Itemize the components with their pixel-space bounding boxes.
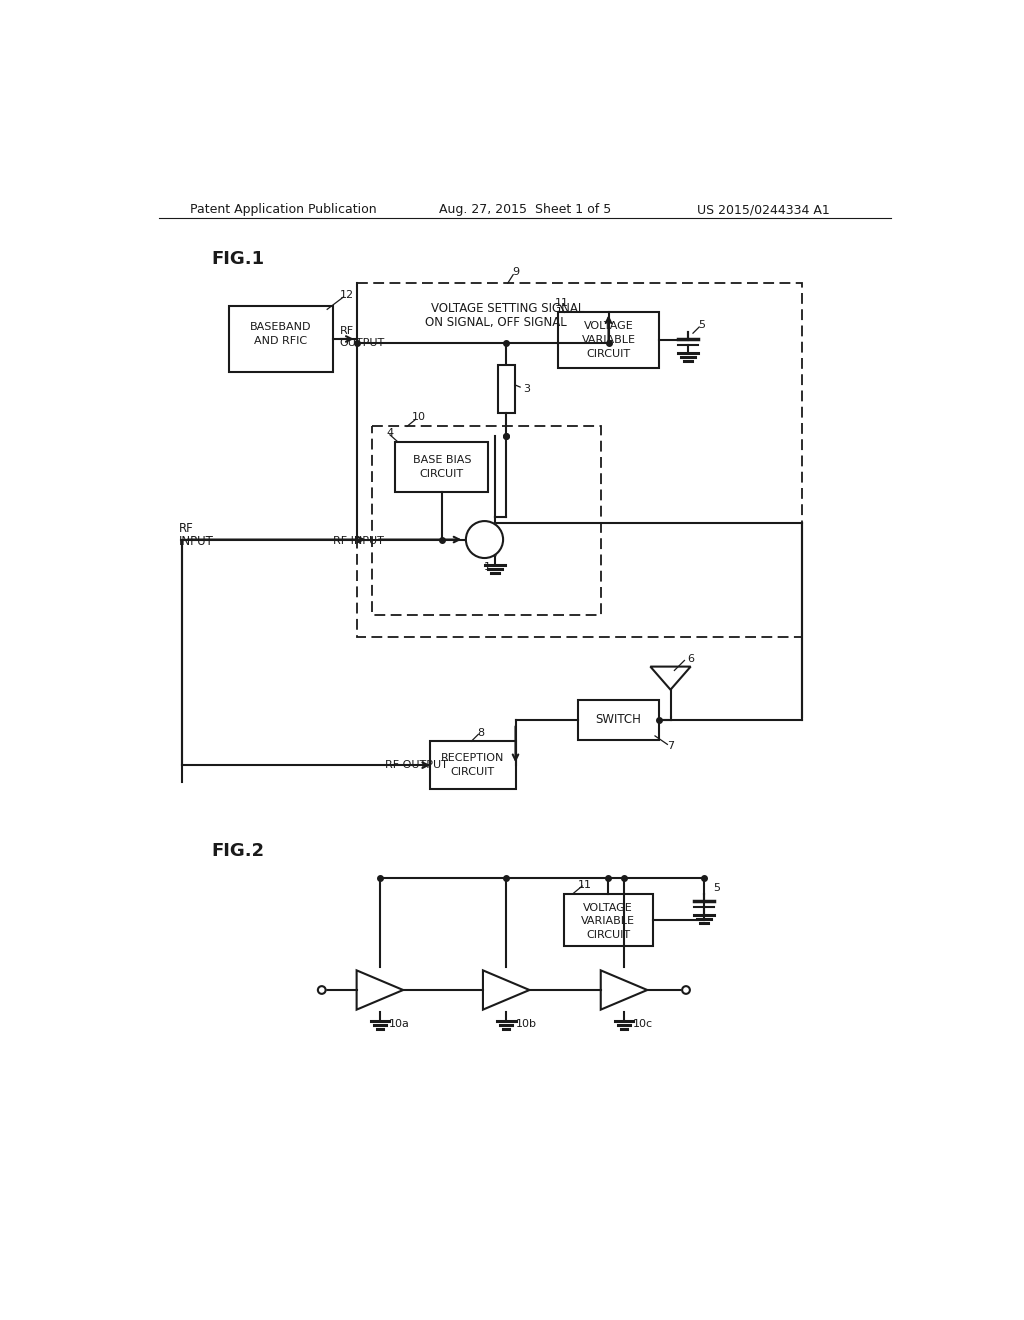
Text: 10a: 10a	[389, 1019, 410, 1028]
Circle shape	[466, 521, 503, 558]
Text: RF: RF	[178, 523, 194, 536]
Text: OUTPUT: OUTPUT	[340, 338, 385, 347]
Text: 10: 10	[412, 412, 426, 422]
Text: RECEPTION: RECEPTION	[441, 754, 505, 763]
Text: INPUT: INPUT	[178, 536, 213, 548]
Text: BASE BIAS: BASE BIAS	[413, 455, 471, 465]
Bar	[498, 364, 515, 413]
Text: VOLTAGE SETTING SIGNAL: VOLTAGE SETTING SIGNAL	[431, 302, 585, 315]
Bar	[578, 700, 658, 739]
Text: 10c: 10c	[633, 1019, 653, 1028]
Text: 4: 4	[386, 428, 393, 437]
Text: 8: 8	[477, 727, 484, 738]
Text: BASEBAND: BASEBAND	[250, 322, 312, 333]
Text: 11: 11	[579, 879, 592, 890]
Text: FIG.2: FIG.2	[211, 842, 264, 861]
Text: CIRCUIT: CIRCUIT	[420, 469, 464, 479]
Text: Patent Application Publication: Patent Application Publication	[189, 203, 376, 216]
Bar	[395, 442, 488, 492]
Text: 12: 12	[340, 290, 354, 301]
Bar	[228, 306, 334, 372]
Text: 6: 6	[687, 653, 694, 664]
Text: 10b: 10b	[515, 1019, 537, 1028]
Text: US 2015/0244334 A1: US 2015/0244334 A1	[697, 203, 829, 216]
Text: 11: 11	[555, 298, 569, 308]
Circle shape	[317, 986, 326, 994]
Text: 3: 3	[523, 384, 530, 393]
Text: 7: 7	[667, 741, 674, 751]
Text: VARIABLE: VARIABLE	[581, 916, 635, 927]
Text: ON SIGNAL, OFF SIGNAL: ON SIGNAL, OFF SIGNAL	[425, 315, 567, 329]
Bar	[430, 742, 515, 789]
Text: 5: 5	[714, 883, 721, 892]
Text: 1: 1	[484, 562, 492, 573]
Bar	[563, 894, 652, 946]
Text: FIG.1: FIG.1	[211, 249, 264, 268]
Text: CIRCUIT: CIRCUIT	[587, 348, 631, 359]
Text: VARIABLE: VARIABLE	[582, 335, 636, 345]
Text: SWITCH: SWITCH	[595, 713, 641, 726]
Text: RF INPUT: RF INPUT	[334, 536, 384, 546]
Text: Aug. 27, 2015  Sheet 1 of 5: Aug. 27, 2015 Sheet 1 of 5	[438, 203, 611, 216]
Text: 5: 5	[698, 321, 705, 330]
Text: CIRCUIT: CIRCUIT	[586, 931, 630, 940]
Bar	[356, 284, 802, 638]
Text: CIRCUIT: CIRCUIT	[451, 767, 495, 777]
Text: RF: RF	[340, 326, 353, 337]
Text: 9: 9	[512, 268, 519, 277]
Bar	[372, 426, 601, 615]
Text: VOLTAGE: VOLTAGE	[584, 321, 634, 331]
Circle shape	[682, 986, 690, 994]
Text: VOLTAGE: VOLTAGE	[584, 903, 633, 912]
Text: RF OUTPUT: RF OUTPUT	[385, 760, 449, 770]
Text: AND RFIC: AND RFIC	[255, 335, 307, 346]
Bar	[558, 313, 658, 368]
